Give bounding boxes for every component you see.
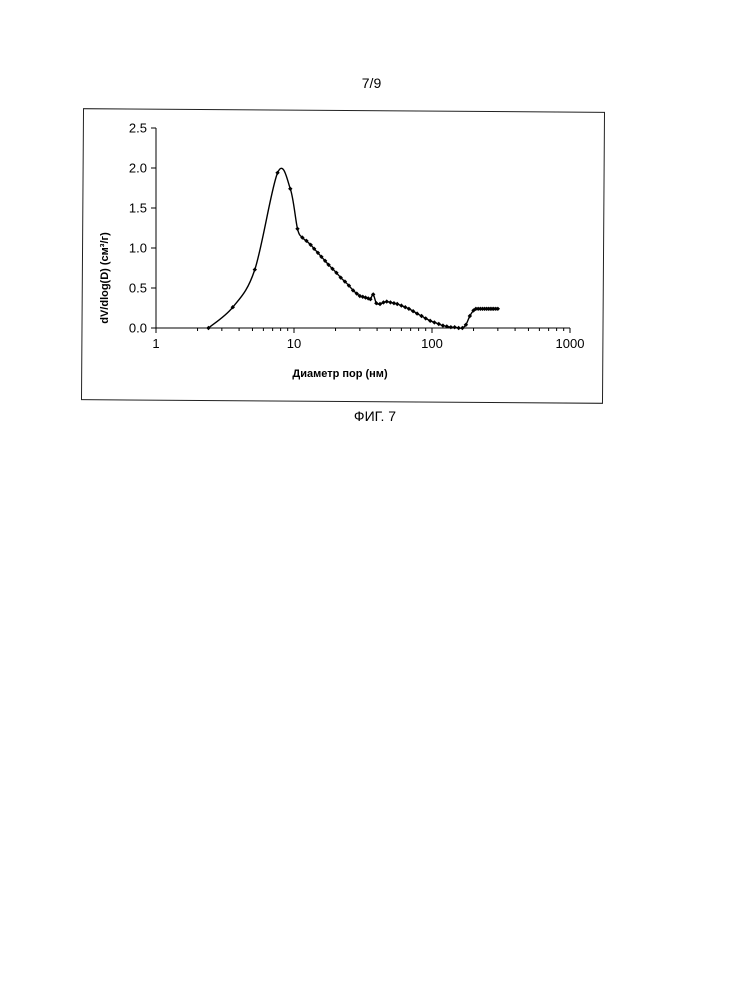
data-point-marker [441, 323, 445, 327]
pore-size-distribution-chart: 0.0 0.5 1.0 1.5 2.0 2.5 1 10 100 1000 dV/dlog(D) … [82, 110, 604, 402]
y-tick-label: 2.5 [129, 121, 147, 136]
series-line [209, 168, 498, 328]
x-axis-title: Диаметр пор (нм) [292, 368, 388, 380]
x-tick-label: 100 [421, 336, 443, 351]
data-point-marker [388, 300, 392, 304]
data-point-marker [295, 227, 299, 231]
data-point-marker [392, 301, 396, 305]
y-tick-label: 1.5 [129, 201, 147, 216]
page-number: 7/9 [0, 75, 743, 91]
y-axis-title: dV/dlog(D) (см³/г) [99, 232, 111, 324]
figure-caption: ФИГ. 7 [0, 408, 743, 424]
data-point-marker [385, 299, 389, 303]
data-point-marker [395, 302, 399, 306]
x-tick-label: 1 [152, 336, 159, 351]
data-point-marker [253, 267, 257, 271]
x-tick-label: 10 [287, 336, 301, 351]
y-tick-label: 0.5 [129, 281, 147, 296]
x-tick-label: 1000 [556, 336, 585, 351]
y-tick-label: 1.0 [129, 241, 147, 256]
data-point-marker [432, 320, 436, 324]
data-point-marker [437, 322, 441, 326]
data-point-marker [449, 325, 453, 329]
data-point-marker [399, 303, 403, 307]
y-tick-label: 0.0 [129, 321, 147, 336]
data-point-marker [452, 325, 456, 329]
plot-area: 0.0 0.5 1.0 1.5 2.0 2.5 1 10 100 1000 [129, 121, 585, 352]
data-point-marker [288, 187, 292, 191]
y-tick-label: 2.0 [129, 161, 147, 176]
